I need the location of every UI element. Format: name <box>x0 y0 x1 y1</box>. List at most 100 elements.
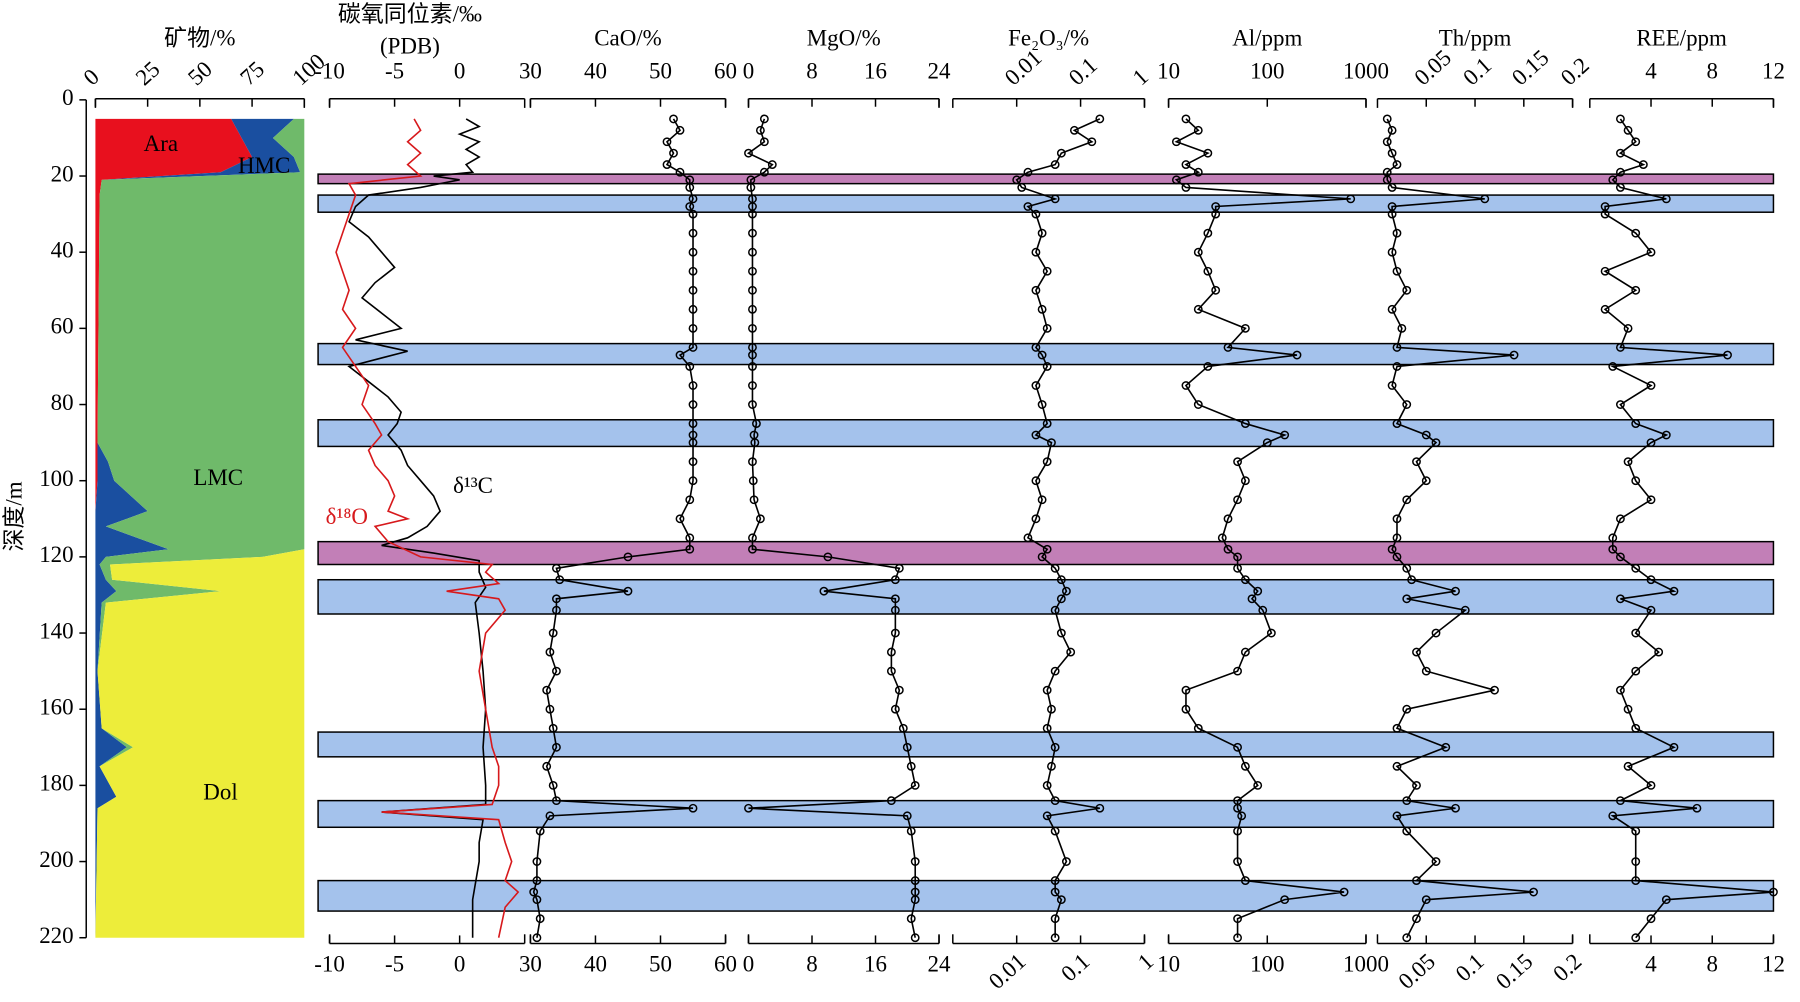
x-tick-label: 0 <box>79 64 104 90</box>
x-tick-label: 4 <box>1645 59 1657 84</box>
data-point <box>1669 742 1679 752</box>
data-point <box>688 194 698 204</box>
data-point <box>1181 381 1191 390</box>
data-point <box>890 628 900 638</box>
data-point <box>1031 381 1041 390</box>
data-point <box>1253 780 1263 790</box>
data-point <box>1240 575 1250 585</box>
data-point <box>1037 552 1047 562</box>
data-point <box>1346 194 1356 204</box>
data-point <box>1023 533 1033 543</box>
data-point <box>1451 586 1460 596</box>
x-tick-label: 0.01 <box>1000 45 1047 90</box>
mineral-area <box>95 118 305 938</box>
x-tick-label: 4 <box>1645 952 1657 977</box>
data-point <box>1258 605 1268 615</box>
x-tick-label: 60 <box>714 952 737 977</box>
data-point <box>1692 803 1702 813</box>
data-point <box>1646 575 1656 585</box>
data-point <box>1412 914 1421 924</box>
x-tick-label: 16 <box>864 952 887 977</box>
data-point <box>1031 514 1041 524</box>
data-point <box>1037 304 1047 314</box>
data-point <box>529 887 539 897</box>
data-point <box>1646 914 1656 924</box>
data-point <box>1402 704 1412 714</box>
data-point <box>886 647 896 657</box>
data-point <box>1193 247 1203 257</box>
x-tick-label: 24 <box>928 59 951 84</box>
area-layer <box>95 118 305 938</box>
data-point <box>1397 323 1407 333</box>
data-point <box>662 137 672 147</box>
data-point <box>1615 594 1625 604</box>
data-point <box>910 933 920 943</box>
data-point <box>1042 685 1052 695</box>
data-point <box>748 209 757 219</box>
x-tick-label: 12 <box>1762 952 1785 977</box>
data-point <box>1031 247 1041 257</box>
data-point <box>1387 148 1397 158</box>
depth-band <box>317 173 1775 185</box>
data-point <box>532 933 542 943</box>
data-point <box>1233 666 1242 676</box>
data-point <box>748 247 757 257</box>
data-point <box>898 723 908 733</box>
data-point <box>1031 430 1041 440</box>
data-point <box>748 362 757 371</box>
data-point <box>1631 628 1641 638</box>
data-point <box>1037 400 1047 409</box>
panel-title: 碳氧同位素/‰ <box>338 1 482 26</box>
data-point <box>748 285 757 295</box>
data-point <box>759 114 769 124</box>
data-point <box>1042 323 1052 333</box>
data-point <box>759 167 769 177</box>
data-point <box>1247 594 1257 604</box>
data-point <box>535 826 545 836</box>
data-point <box>1061 857 1071 866</box>
data-point <box>1392 533 1402 543</box>
data-point <box>1266 628 1276 638</box>
data-point <box>1460 605 1470 615</box>
data-point <box>1615 342 1625 352</box>
x-tick-label: 50 <box>649 952 672 977</box>
data-point <box>675 167 685 177</box>
x-tick-label: 8 <box>1707 59 1718 84</box>
data-point <box>542 685 552 695</box>
data-point <box>1042 811 1052 821</box>
data-point <box>1723 350 1732 360</box>
data-point <box>1217 533 1227 543</box>
data-point <box>1631 666 1641 676</box>
data-point <box>1387 183 1397 192</box>
panel-title: Th/ppm <box>1439 25 1512 50</box>
data-point <box>1615 167 1625 177</box>
data-point <box>1387 304 1397 314</box>
data-point <box>1240 476 1250 486</box>
profile-line <box>335 118 520 938</box>
area-label: Dol <box>203 780 237 805</box>
area-label: HMC <box>238 153 290 178</box>
x-tick-label: 0.05 <box>1393 949 1440 994</box>
data-point <box>1387 544 1397 554</box>
data-point <box>1631 723 1641 733</box>
data-point <box>1608 533 1618 543</box>
data-point <box>1193 125 1203 135</box>
data-point <box>1203 228 1213 238</box>
data-point <box>890 594 900 604</box>
data-point <box>1050 876 1060 886</box>
panel-title: REE/ppm <box>1636 25 1727 50</box>
data-point <box>662 160 672 170</box>
x-tick-label: 75 <box>235 56 269 90</box>
data-point <box>1171 137 1181 147</box>
mineral-area <box>95 118 305 938</box>
data-point <box>548 723 558 733</box>
data-point <box>1050 933 1060 943</box>
data-point <box>1608 362 1618 371</box>
data-point <box>1233 552 1242 562</box>
y-tick-label: 80 <box>51 390 74 415</box>
data-point <box>748 323 757 333</box>
data-point <box>1042 544 1052 554</box>
data-point <box>1050 887 1060 897</box>
data-point <box>1402 594 1412 604</box>
data-point <box>819 586 829 596</box>
